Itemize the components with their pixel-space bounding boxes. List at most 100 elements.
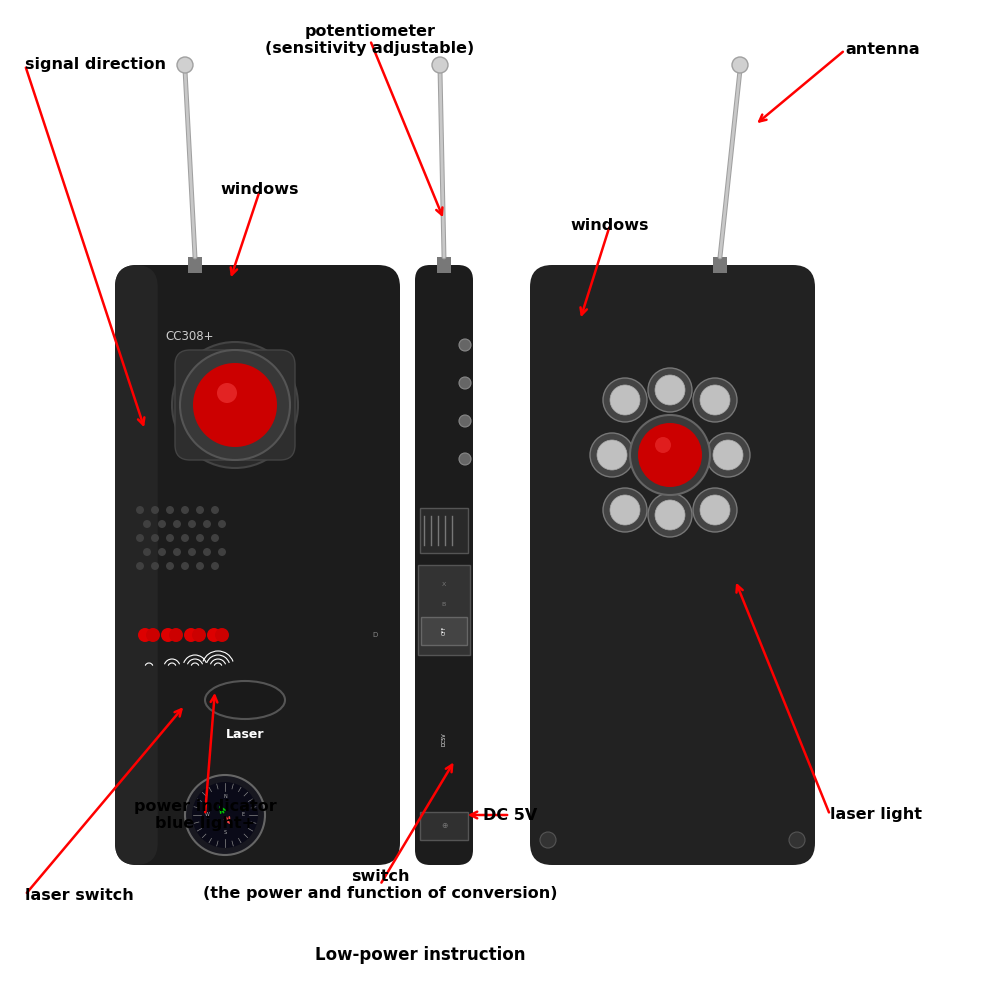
Text: CC308+: CC308+ (165, 330, 214, 343)
Text: Laser: Laser (226, 728, 264, 742)
Circle shape (136, 562, 144, 570)
Circle shape (218, 548, 226, 556)
Bar (437, 257, 451, 273)
Text: W: W (205, 812, 209, 818)
Circle shape (203, 548, 211, 556)
Circle shape (597, 440, 627, 470)
Circle shape (215, 628, 229, 642)
Circle shape (143, 520, 151, 528)
Circle shape (203, 520, 211, 528)
Text: antenna: antenna (845, 42, 920, 57)
Circle shape (136, 534, 144, 542)
Text: laser light: laser light (830, 808, 922, 822)
Circle shape (188, 548, 196, 556)
Text: DC5V: DC5V (442, 732, 446, 746)
Circle shape (700, 495, 730, 525)
Circle shape (732, 57, 748, 73)
Circle shape (146, 628, 160, 642)
Circle shape (158, 520, 166, 528)
Circle shape (655, 500, 685, 530)
Text: laser switch: laser switch (25, 888, 134, 902)
Circle shape (610, 495, 640, 525)
Circle shape (693, 488, 737, 532)
Text: potentiometer
(sensitivity adjustable): potentiometer (sensitivity adjustable) (265, 24, 475, 56)
Circle shape (169, 628, 183, 642)
Circle shape (648, 368, 692, 412)
Circle shape (185, 775, 265, 855)
Ellipse shape (205, 681, 285, 719)
Circle shape (181, 506, 189, 514)
Bar (420, 508, 468, 553)
Circle shape (181, 562, 189, 570)
FancyBboxPatch shape (415, 265, 473, 865)
Circle shape (211, 534, 219, 542)
Circle shape (193, 363, 277, 447)
Circle shape (693, 378, 737, 422)
Circle shape (138, 628, 152, 642)
Circle shape (196, 562, 204, 570)
FancyBboxPatch shape (115, 265, 400, 865)
Circle shape (655, 437, 671, 453)
Circle shape (610, 385, 640, 415)
Circle shape (603, 488, 647, 532)
Circle shape (166, 534, 174, 542)
Circle shape (143, 548, 151, 556)
Text: N: N (223, 794, 227, 800)
Bar (713, 257, 727, 273)
Circle shape (136, 506, 144, 514)
Circle shape (181, 534, 189, 542)
Circle shape (706, 433, 750, 477)
Bar (420, 812, 468, 840)
Text: ⊕: ⊕ (441, 822, 447, 830)
Text: D: D (372, 632, 378, 638)
Circle shape (713, 440, 743, 470)
Bar (421, 617, 467, 645)
FancyBboxPatch shape (175, 350, 295, 460)
Circle shape (218, 520, 226, 528)
Text: signal direction: signal direction (25, 57, 166, 73)
Circle shape (700, 385, 730, 415)
Circle shape (217, 383, 237, 403)
Text: windows: windows (221, 182, 299, 198)
Circle shape (196, 534, 204, 542)
Text: OFF: OFF (442, 625, 446, 635)
Circle shape (432, 57, 448, 73)
Text: switch
(the power and function of conversion): switch (the power and function of conver… (203, 869, 557, 901)
Bar (188, 257, 202, 273)
Circle shape (540, 832, 556, 848)
Text: E: E (241, 812, 245, 818)
Circle shape (166, 562, 174, 570)
Circle shape (590, 433, 634, 477)
FancyBboxPatch shape (115, 265, 158, 865)
Circle shape (184, 628, 198, 642)
Circle shape (188, 520, 196, 528)
Circle shape (459, 377, 471, 389)
Text: S: S (223, 830, 227, 836)
Bar (418, 565, 470, 655)
Circle shape (655, 375, 685, 405)
Circle shape (151, 562, 159, 570)
Circle shape (177, 57, 193, 73)
Text: X: X (442, 582, 446, 587)
Circle shape (638, 423, 702, 487)
Circle shape (172, 342, 298, 468)
Circle shape (151, 534, 159, 542)
Circle shape (192, 782, 258, 848)
Circle shape (211, 562, 219, 570)
Text: power indicator
blue light+: power indicator blue light+ (134, 799, 276, 831)
Circle shape (211, 506, 219, 514)
Circle shape (173, 548, 181, 556)
Circle shape (459, 453, 471, 465)
Text: Low-power instruction: Low-power instruction (315, 946, 525, 964)
Circle shape (158, 548, 166, 556)
Circle shape (166, 506, 174, 514)
Text: windows: windows (571, 218, 649, 232)
Circle shape (151, 506, 159, 514)
Text: B: B (442, 602, 446, 608)
Text: DC 5V: DC 5V (483, 808, 537, 822)
FancyBboxPatch shape (530, 265, 815, 865)
Circle shape (459, 339, 471, 351)
Circle shape (630, 415, 710, 495)
Circle shape (603, 378, 647, 422)
Circle shape (648, 493, 692, 537)
